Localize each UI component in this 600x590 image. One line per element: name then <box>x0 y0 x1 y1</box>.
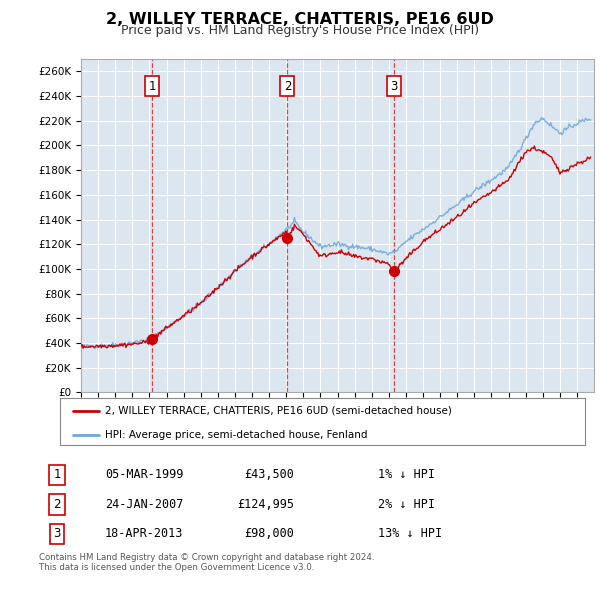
Text: This data is licensed under the Open Government Licence v3.0.: This data is licensed under the Open Gov… <box>39 563 314 572</box>
Text: HPI: Average price, semi-detached house, Fenland: HPI: Average price, semi-detached house,… <box>104 430 367 440</box>
Text: 1: 1 <box>53 468 61 481</box>
Text: Price paid vs. HM Land Registry's House Price Index (HPI): Price paid vs. HM Land Registry's House … <box>121 24 479 37</box>
Text: 2: 2 <box>284 80 291 93</box>
Text: 2, WILLEY TERRACE, CHATTERIS, PE16 6UD: 2, WILLEY TERRACE, CHATTERIS, PE16 6UD <box>106 12 494 27</box>
Text: 2, WILLEY TERRACE, CHATTERIS, PE16 6UD (semi-detached house): 2, WILLEY TERRACE, CHATTERIS, PE16 6UD (… <box>104 406 452 416</box>
Text: 24-JAN-2007: 24-JAN-2007 <box>105 498 184 511</box>
Text: 18-APR-2013: 18-APR-2013 <box>105 527 184 540</box>
Text: 05-MAR-1999: 05-MAR-1999 <box>105 468 184 481</box>
Text: 1% ↓ HPI: 1% ↓ HPI <box>378 468 435 481</box>
Text: £98,000: £98,000 <box>244 527 294 540</box>
Text: Contains HM Land Registry data © Crown copyright and database right 2024.: Contains HM Land Registry data © Crown c… <box>39 553 374 562</box>
Text: 2: 2 <box>53 498 61 511</box>
Text: 13% ↓ HPI: 13% ↓ HPI <box>378 527 442 540</box>
Text: £124,995: £124,995 <box>237 498 294 511</box>
Text: 2% ↓ HPI: 2% ↓ HPI <box>378 498 435 511</box>
Text: £43,500: £43,500 <box>244 468 294 481</box>
Text: 3: 3 <box>53 527 61 540</box>
Text: 1: 1 <box>149 80 156 93</box>
Text: 3: 3 <box>390 80 398 93</box>
